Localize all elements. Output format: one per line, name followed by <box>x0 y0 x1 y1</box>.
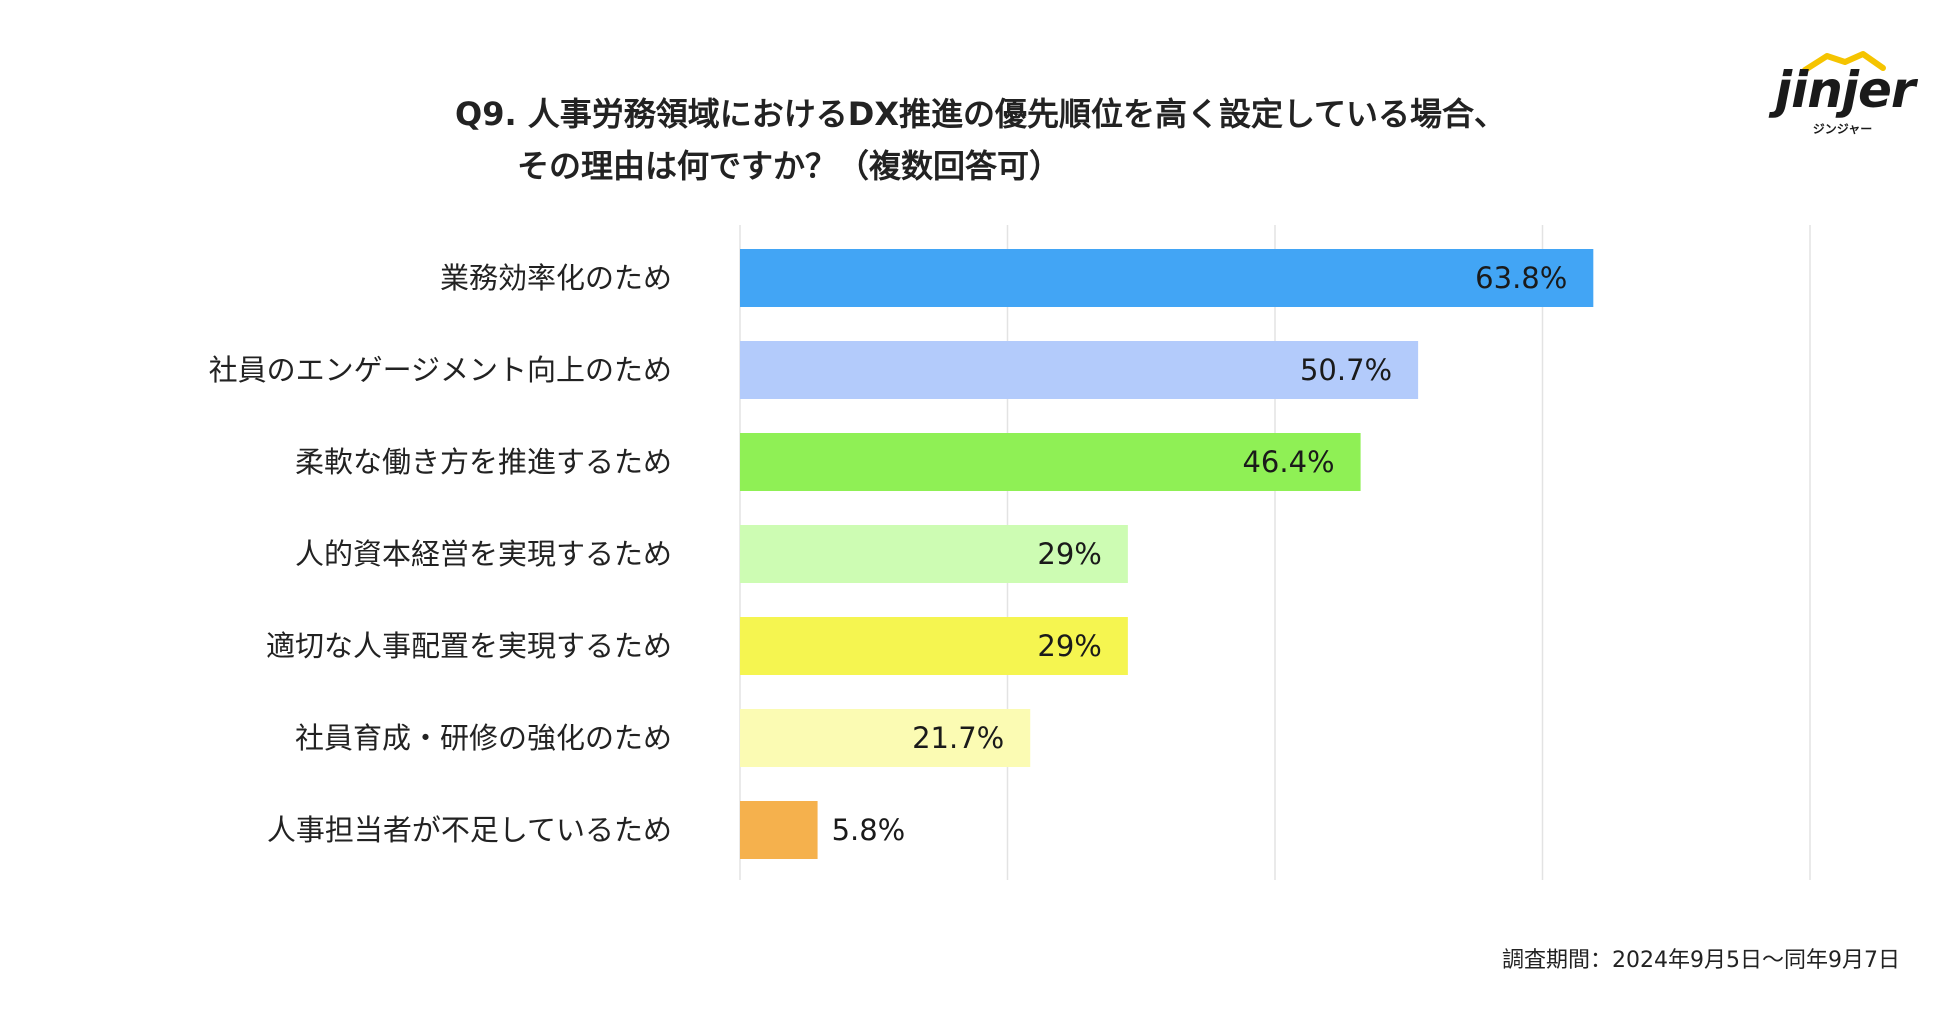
survey-period: 調査期間：2024年9月5日〜同年9月7日 <box>1502 948 1900 973</box>
value-label-0: 63.8% <box>1475 261 1567 295</box>
logo-kana: ジンジャー <box>1812 122 1873 136</box>
value-label-1: 50.7% <box>1300 353 1392 387</box>
value-label-2: 46.4% <box>1242 445 1334 479</box>
category-label-6: 人事担当者が不足しているため <box>267 813 672 847</box>
logo-wordmark: jinjer <box>1775 61 1916 119</box>
jinjer-logo: jinjer ジンジャー <box>1775 48 1916 138</box>
value-labels: 63.8% 50.7% 46.4% 29% 29% 21.7% 5.8% <box>832 261 1568 847</box>
value-label-6: 5.8% <box>832 813 906 847</box>
category-label-2: 柔軟な働き方を推進するため <box>295 445 672 479</box>
category-label-1: 社員のエンゲージメント向上のため <box>209 353 672 387</box>
value-label-3: 29% <box>1037 537 1101 571</box>
category-label-5: 社員育成・研修の強化のため <box>295 721 672 755</box>
bar-1 <box>740 341 1419 399</box>
bar-6 <box>740 801 818 859</box>
bar-5 <box>740 709 1031 767</box>
bars <box>740 249 1594 859</box>
bar-4 <box>740 617 1128 675</box>
chart-title-line1: Q9. 人事労務領域におけるDX推進の優先順位を高く設定している場合、 <box>455 95 1507 133</box>
category-label-3: 人的資本経営を実現するため <box>295 537 672 571</box>
chart-title: Q9. 人事労務領域におけるDX推進の優先順位を高く設定している場合、 その理由… <box>455 88 1575 192</box>
category-label-0: 業務効率化のため <box>440 261 672 295</box>
value-label-5: 21.7% <box>912 721 1004 755</box>
logo-roof-icon <box>1802 51 1886 73</box>
bar-3 <box>740 525 1128 583</box>
bar-2 <box>740 433 1361 491</box>
category-labels: 業務効率化のため社員のエンゲージメント向上のため柔軟な働き方を推進するため人的資… <box>209 261 672 847</box>
category-label-4: 適切な人事配置を実現するため <box>266 629 672 663</box>
chart-title-line2: その理由は何ですか？（複数回答可） <box>517 147 1062 185</box>
value-label-4: 29% <box>1037 629 1101 663</box>
bar-0 <box>740 249 1594 307</box>
